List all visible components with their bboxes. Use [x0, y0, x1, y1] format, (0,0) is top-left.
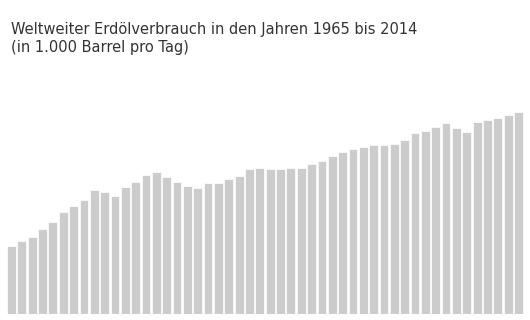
Bar: [100, 192, 109, 314]
Bar: [162, 177, 171, 314]
Bar: [431, 127, 440, 314]
Bar: [224, 179, 233, 314]
Bar: [338, 152, 347, 314]
Bar: [183, 186, 192, 314]
Bar: [287, 168, 295, 314]
Bar: [328, 156, 337, 314]
Bar: [266, 169, 275, 314]
Bar: [493, 118, 502, 314]
Bar: [111, 196, 119, 314]
Bar: [421, 131, 430, 314]
Bar: [173, 182, 181, 314]
Bar: [28, 237, 37, 314]
Text: Weltweiter Erdölverbrauch in den Jahren 1965 bis 2014
(in 1.000 Barrel pro Tag): Weltweiter Erdölverbrauch in den Jahren …: [11, 22, 417, 55]
Bar: [131, 182, 140, 314]
Bar: [245, 169, 254, 314]
Bar: [152, 172, 161, 314]
Bar: [7, 246, 16, 314]
Bar: [390, 144, 399, 314]
Bar: [204, 183, 213, 314]
Bar: [441, 123, 450, 314]
Bar: [235, 176, 243, 314]
Bar: [483, 120, 492, 314]
Bar: [473, 123, 481, 314]
Bar: [17, 241, 26, 314]
Bar: [38, 229, 47, 314]
Bar: [400, 140, 409, 314]
Bar: [142, 175, 151, 314]
Bar: [214, 183, 223, 314]
Bar: [307, 164, 316, 314]
Bar: [452, 128, 461, 314]
Bar: [411, 133, 419, 314]
Bar: [255, 168, 264, 314]
Bar: [504, 115, 513, 314]
Bar: [462, 132, 471, 314]
Bar: [379, 145, 388, 314]
Bar: [276, 169, 285, 314]
Bar: [49, 222, 57, 314]
Bar: [193, 188, 202, 314]
Bar: [69, 206, 78, 314]
Bar: [59, 212, 68, 314]
Bar: [349, 148, 357, 314]
Bar: [359, 147, 368, 314]
Bar: [297, 168, 306, 314]
Bar: [80, 200, 89, 314]
Bar: [90, 190, 99, 314]
Bar: [369, 145, 378, 314]
Bar: [317, 161, 326, 314]
Bar: [121, 187, 130, 314]
Bar: [514, 112, 523, 314]
